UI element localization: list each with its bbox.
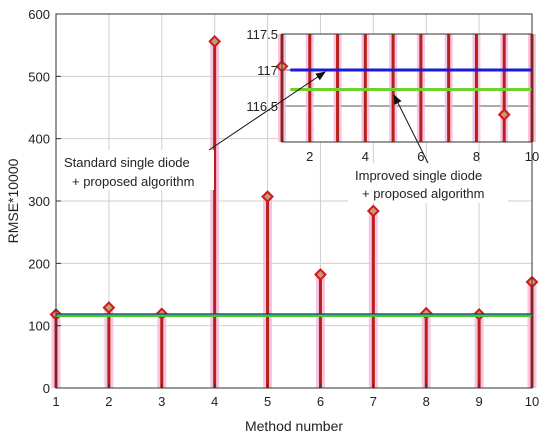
main-x-ticks: 1 2 3 4 5 6 7 8 9 10 — [52, 383, 539, 409]
annotation-right-line1: Improved single diode — [355, 168, 482, 183]
inset-plot-frame — [281, 33, 533, 143]
main-stem-marker — [208, 35, 222, 48]
main-y-tick-label: 100 — [28, 319, 50, 334]
annotation-right-arrow — [393, 94, 429, 164]
inset-x-tick-label: 2 — [306, 149, 313, 164]
inset-x-ticks: 2 4 6 8 10 — [306, 149, 539, 164]
main-y-tick-label: 300 — [28, 194, 50, 209]
main-y-tick-label: 500 — [28, 69, 50, 84]
main-x-tick-label: 2 — [105, 394, 112, 409]
main-x-tick-label: 8 — [423, 394, 430, 409]
main-x-tick-label: 5 — [264, 394, 271, 409]
inset-x-tick-label: 10 — [525, 149, 539, 164]
annotation-right-background — [348, 163, 508, 203]
inset-stem-marker — [497, 108, 511, 122]
annotation-left-line2: + proposed algorithm — [72, 174, 195, 189]
annotation-left-line1: Standard single diode — [64, 155, 190, 170]
inset-x-tick-label: 4 — [362, 149, 369, 164]
main-x-tick-label: 3 — [158, 394, 165, 409]
x-axis-label: Method number — [245, 418, 343, 434]
main-y-tick-label: 200 — [28, 256, 50, 271]
main-x-tick-label: 6 — [317, 394, 324, 409]
inset-y-tick-label: 116.5 — [246, 99, 278, 114]
main-stem-marker — [102, 301, 116, 315]
main-stem-marker — [314, 268, 327, 281]
annotation-left-background — [62, 150, 214, 190]
annotation-right-line2: + proposed algorithm — [362, 186, 485, 201]
main-stem-marker — [261, 190, 274, 204]
main-x-tick-label: 9 — [475, 394, 482, 409]
y-axis-label: RMSE*10000 — [5, 158, 21, 243]
main-y-tick-label: 0 — [43, 381, 50, 396]
annotation-left-arrow — [208, 71, 326, 151]
main-y-ticks: 0 100 200 300 400 500 600 — [28, 7, 61, 396]
inset-reference-lines — [290, 68, 532, 91]
inset-x-tick-label: 6 — [417, 149, 424, 164]
inset-x-tick-label: 8 — [473, 149, 480, 164]
inset-y-tick-label: 117 — [257, 63, 278, 78]
inset-y-tick-label: 117.5 — [246, 27, 278, 42]
main-y-tick-label: 600 — [28, 7, 50, 22]
main-x-tick-label: 10 — [525, 394, 539, 409]
main-x-tick-label: 7 — [370, 394, 377, 409]
main-x-tick-label: 1 — [52, 394, 59, 409]
inset-y-ticks: 116.5 117 117.5 — [246, 27, 278, 114]
main-stem-marker — [366, 204, 380, 218]
main-x-tick-label: 4 — [211, 394, 218, 409]
main-y-tick-label: 400 — [28, 132, 50, 147]
main-reference-lines — [56, 313, 532, 318]
